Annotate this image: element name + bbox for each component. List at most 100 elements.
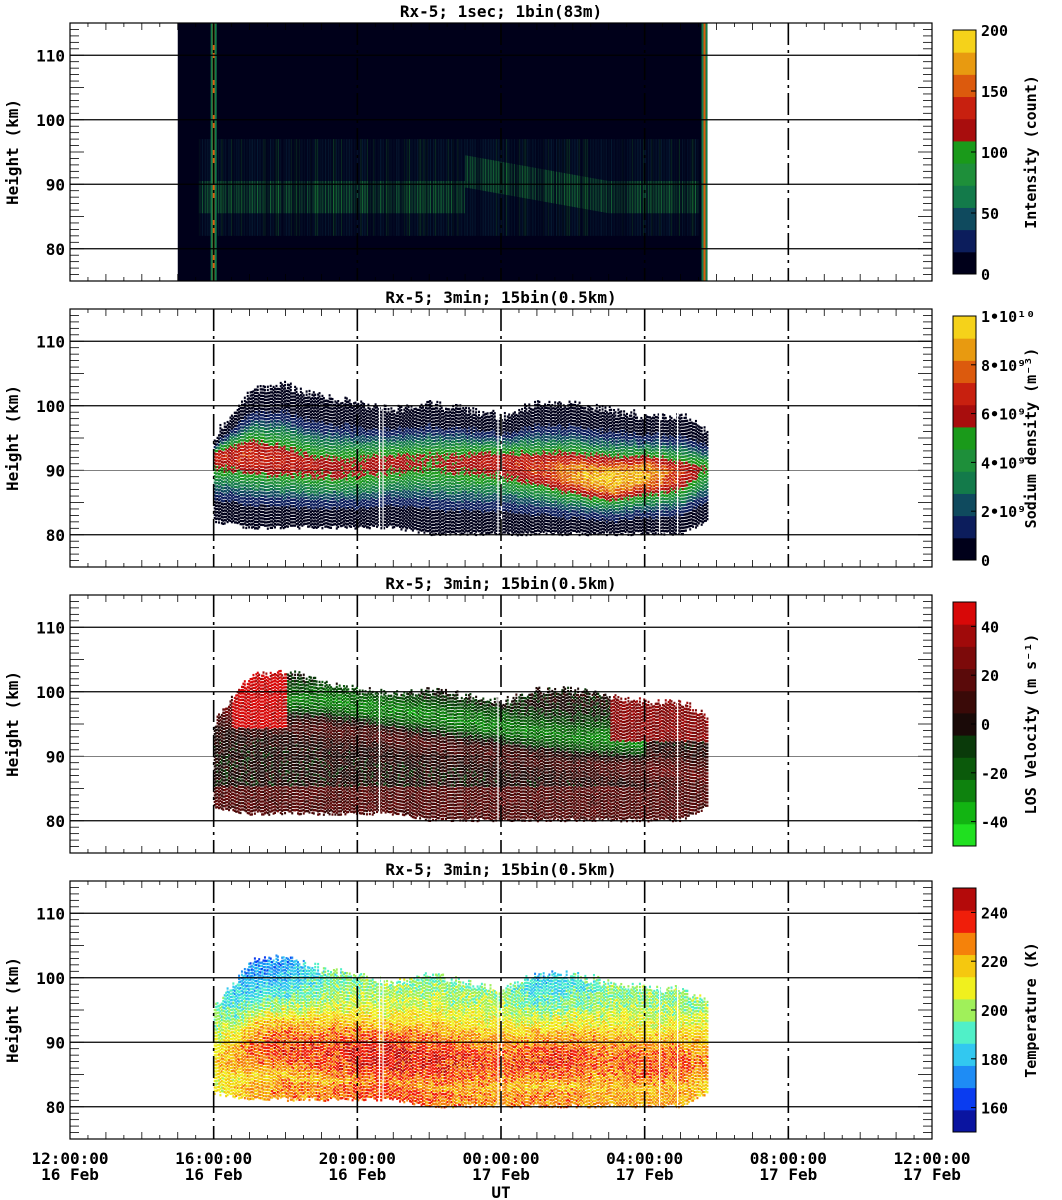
heatmap-cell [312,523,315,526]
heatmap-cell [245,504,248,507]
heatmap-cell [232,445,235,448]
heatmap-cell [272,421,275,424]
heatmap-cell [240,448,243,452]
heatmap-cell [314,419,317,422]
heatmap-cell [338,445,341,448]
heatmap-cell [332,481,335,484]
heatmap-cell [319,510,322,514]
heatmap-cell [360,426,363,429]
heatmap-cell [251,468,254,471]
heatmap-cell [259,436,262,439]
heatmap-cell [345,478,348,481]
heatmap-cell [314,467,317,471]
heatmap-cell [308,422,311,425]
heatmap-cell [295,471,298,474]
heatmap-cell [229,458,232,461]
heatmap-cell [236,421,239,425]
heatmap-cell [312,442,315,446]
heatmap-cell [331,443,334,446]
heatmap-cell [242,432,245,436]
heatmap-cell [284,387,287,390]
heatmap-cell [236,496,239,499]
heatmap-cell [342,442,345,446]
heatmap-cell [269,494,272,497]
heatmap-cell [314,516,317,519]
heatmap-cell [279,439,282,443]
heatmap-cell [282,443,285,446]
heatmap-cell [262,401,265,404]
heatmap-cell [340,502,343,505]
heatmap-cell [266,485,269,488]
heatmap-cell [268,498,271,501]
heatmap-cell [328,503,331,507]
heatmap-cell [318,453,321,456]
heatmap-cell [305,458,308,461]
heatmap-cell [344,422,347,425]
heatmap-cell [281,505,284,509]
heatmap-cell [261,497,264,501]
heatmap-cell [279,427,282,430]
heatmap-cell [347,487,350,490]
heatmap-cell [213,468,216,471]
heatmap-cell [335,408,338,411]
heatmap-cell [265,521,268,524]
heatmap-cell [282,478,285,481]
heatmap-cell [265,411,268,414]
heatmap-cell [332,494,335,497]
heatmap-cell [351,477,354,480]
heatmap-cell [322,522,325,526]
heatmap-cell [353,479,356,482]
heatmap-cell [263,485,266,489]
heatmap-cell [223,448,226,451]
heatmap-cell [261,430,264,433]
heatmap-cell [342,500,345,504]
heatmap-cell [252,470,255,474]
heatmap-cell [239,445,242,448]
heatmap-cell [263,437,266,440]
heatmap-cell [353,518,356,521]
heatmap-cell [337,412,340,416]
heatmap-cell [230,472,233,475]
heatmap-cell [304,471,307,474]
heatmap-cell [317,519,320,522]
heatmap-cell [292,395,295,398]
heatmap-cell [265,511,268,514]
heatmap-cell [258,477,261,480]
heatmap-cell [258,458,261,461]
heatmap-cell [354,462,357,466]
heatmap-cell [253,472,256,475]
heatmap-cell [262,520,265,523]
heatmap-cell [240,500,243,503]
heatmap-cell [327,464,330,467]
heatmap-cell [335,475,338,479]
heatmap-cell [232,516,235,519]
heatmap-cell [295,474,298,477]
heatmap-cell [353,508,356,511]
heatmap-cell [337,403,340,406]
heatmap-cell [304,454,307,458]
heatmap-cell [228,448,231,451]
heatmap-cell [357,467,360,470]
heatmap-cell [282,426,285,430]
heatmap-cell [324,419,327,422]
heatmap-cell [340,402,343,405]
heatmap-cell [301,414,304,418]
heatmap-cell [284,487,287,490]
heatmap-cell [255,481,258,485]
heatmap-cell [255,517,258,520]
heatmap-cell [245,436,248,439]
heatmap-cell [327,496,330,500]
heatmap-cell [263,482,266,485]
heatmap-cell [229,422,232,426]
heatmap-cell [223,431,226,435]
heatmap-cell [344,416,347,419]
heatmap-cell [263,440,266,443]
heatmap-cell [232,480,235,484]
heatmap-cell [230,456,233,459]
heatmap-cell [216,472,219,475]
heatmap-cell [330,526,333,529]
heatmap-cell [243,515,246,519]
heatmap-cell [357,486,360,490]
heatmap-cell [261,414,264,417]
heatmap-cell [305,396,308,400]
